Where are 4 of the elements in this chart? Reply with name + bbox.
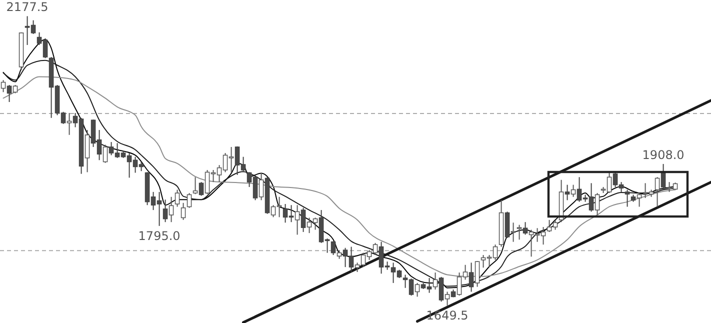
annotation: 1649.5 [426, 308, 468, 323]
annotation: 2177.5 [6, 0, 48, 14]
annotation: 1795.0 [138, 228, 180, 243]
annotation: 1908.0 [642, 148, 684, 162]
